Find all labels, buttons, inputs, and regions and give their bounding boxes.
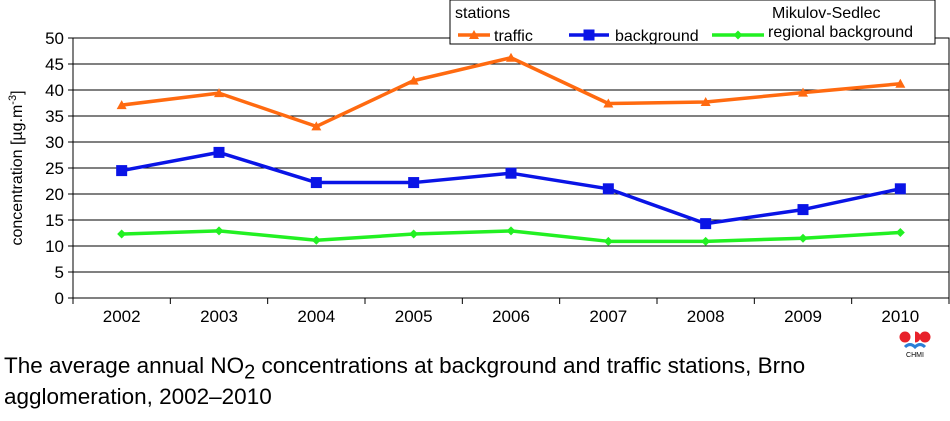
data-point bbox=[311, 121, 322, 131]
data-point bbox=[311, 235, 321, 245]
caption-subscript: 2 bbox=[244, 361, 256, 384]
x-tick-label: 2009 bbox=[784, 307, 822, 326]
data-point bbox=[506, 226, 516, 236]
data-point bbox=[797, 204, 809, 216]
chmi-logo-icon bbox=[899, 331, 931, 350]
legend-label: traffic bbox=[494, 28, 533, 45]
y-tick-label: 40 bbox=[45, 81, 64, 100]
x-tick-label: 2004 bbox=[297, 307, 335, 326]
x-tick-label: 2010 bbox=[881, 307, 919, 326]
data-point bbox=[602, 183, 614, 195]
data-point bbox=[506, 52, 516, 62]
y-tick-label: 45 bbox=[45, 55, 64, 74]
y-tick-label: 0 bbox=[55, 289, 64, 308]
data-point bbox=[895, 78, 906, 88]
data-series bbox=[116, 52, 906, 246]
y-tick-label: 25 bbox=[45, 159, 64, 178]
data-point bbox=[895, 227, 905, 237]
legend-label: Mikulov-Sedlec bbox=[772, 5, 880, 22]
series-background bbox=[116, 146, 906, 230]
x-tick-label: 2003 bbox=[200, 307, 238, 326]
legend-marker bbox=[583, 29, 595, 41]
data-point bbox=[603, 98, 614, 108]
legend-entries: traffic background Mikulov-Sedlec regional … bbox=[458, 5, 913, 45]
data-point bbox=[213, 146, 225, 158]
data-point bbox=[116, 100, 127, 110]
x-tick-label: 2002 bbox=[103, 307, 141, 326]
series-line bbox=[121, 150, 901, 226]
figure-caption: The average annual NO2 concentrations at… bbox=[4, 354, 934, 409]
data-point bbox=[310, 177, 322, 189]
data-point bbox=[701, 236, 711, 246]
y-tick-label: 15 bbox=[45, 211, 64, 230]
legend-marker bbox=[469, 30, 479, 39]
series-regional-background bbox=[117, 226, 905, 246]
data-point bbox=[798, 87, 808, 97]
data-point bbox=[214, 88, 224, 98]
legend-marker bbox=[733, 30, 743, 40]
data-point bbox=[409, 229, 419, 239]
data-point bbox=[214, 226, 224, 236]
data-point bbox=[700, 96, 711, 106]
data-point bbox=[505, 167, 517, 179]
x-tick-label: 2008 bbox=[687, 307, 725, 326]
x-tick-label: 2007 bbox=[589, 307, 627, 326]
data-point bbox=[603, 236, 613, 246]
legend-label: regional background bbox=[768, 24, 913, 41]
legend-title: stations bbox=[455, 5, 510, 22]
data-point bbox=[408, 75, 419, 85]
y-tick-label: 5 bbox=[55, 263, 64, 282]
legend: stations traffic background Mikulov-Sedlec… bbox=[449, 0, 936, 45]
data-point bbox=[408, 177, 420, 189]
y-tick-label: 30 bbox=[45, 133, 64, 152]
y-tick-label: 20 bbox=[45, 185, 64, 204]
data-point bbox=[117, 229, 127, 239]
legend-label: background bbox=[615, 28, 699, 45]
x-tick-label: 2005 bbox=[395, 307, 433, 326]
y-tick-label: 50 bbox=[45, 29, 64, 48]
y-axis-ticks: 0 5 10 15 20 25 30 35 40 45 50 bbox=[45, 29, 73, 308]
y-tick-label: 10 bbox=[45, 237, 64, 256]
data-point bbox=[116, 165, 128, 177]
series-traffic bbox=[116, 52, 906, 131]
caption-text-start: The average annual NO bbox=[4, 353, 245, 378]
data-point bbox=[700, 218, 712, 230]
logo-caption: CHMI bbox=[906, 352, 924, 359]
y-axis-label: concentration [µg.m-3] bbox=[7, 90, 26, 245]
data-point bbox=[798, 233, 808, 243]
caption-text-end: concentrations at background and traffic… bbox=[4, 353, 806, 409]
y-tick-label: 35 bbox=[45, 107, 64, 126]
data-point bbox=[894, 183, 906, 195]
legend-box bbox=[449, 0, 936, 45]
x-axis-ticks: 2002 2003 2004 2005 2006 2007 2008 2009 2010 bbox=[72, 298, 950, 326]
x-tick-label: 2006 bbox=[492, 307, 530, 326]
